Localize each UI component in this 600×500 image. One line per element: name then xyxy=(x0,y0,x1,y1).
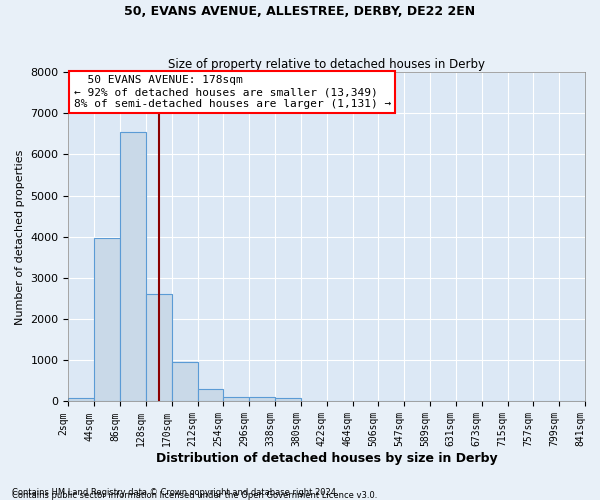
Title: Size of property relative to detached houses in Derby: Size of property relative to detached ho… xyxy=(168,58,485,71)
Bar xyxy=(120,132,146,402)
Bar xyxy=(172,362,197,402)
Bar xyxy=(197,388,223,402)
Bar xyxy=(146,294,172,402)
Bar xyxy=(223,396,249,402)
X-axis label: Distribution of detached houses by size in Derby: Distribution of detached houses by size … xyxy=(156,452,497,465)
Text: 50, EVANS AVENUE, ALLESTREE, DERBY, DE22 2EN: 50, EVANS AVENUE, ALLESTREE, DERBY, DE22… xyxy=(124,5,476,18)
Text: Contains HM Land Registry data © Crown copyright and database right 2024.: Contains HM Land Registry data © Crown c… xyxy=(12,488,338,497)
Text: 50 EVANS AVENUE: 178sqm
← 92% of detached houses are smaller (13,349)
8% of semi: 50 EVANS AVENUE: 178sqm ← 92% of detache… xyxy=(74,76,391,108)
Bar xyxy=(94,238,120,402)
Bar xyxy=(249,398,275,402)
Y-axis label: Number of detached properties: Number of detached properties xyxy=(15,149,25,324)
Bar xyxy=(68,398,94,402)
Bar xyxy=(275,398,301,402)
Text: Contains public sector information licensed under the Open Government Licence v3: Contains public sector information licen… xyxy=(12,492,377,500)
